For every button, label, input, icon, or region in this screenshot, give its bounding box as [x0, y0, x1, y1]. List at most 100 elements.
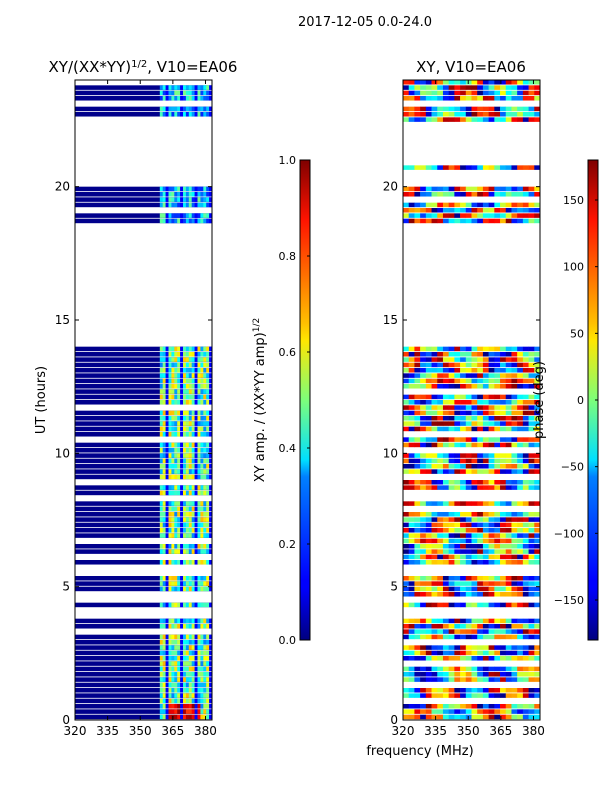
heat-cell: [505, 581, 512, 586]
heat-cell: [437, 165, 444, 170]
heat-cell: [517, 218, 524, 224]
heat-cell: [488, 533, 495, 538]
heat-cell: [206, 549, 210, 554]
heat-cell: [465, 677, 472, 682]
heat-cell: [159, 389, 164, 394]
heat-cell: [488, 656, 495, 661]
heat-cell: [494, 592, 501, 597]
heat-cell: [171, 389, 175, 394]
heat-cell: [194, 96, 198, 101]
heat-cell: [177, 709, 181, 714]
heat-cell: [174, 362, 178, 368]
heat-cell: [200, 426, 204, 432]
heat-cell: [206, 416, 210, 421]
heat-cell: [162, 346, 166, 352]
heat-cell: [206, 618, 210, 624]
heat-cell: [168, 352, 172, 357]
heat-cell: [482, 186, 489, 192]
heat-cell: [180, 698, 184, 704]
heat-cell: [171, 453, 175, 458]
heat-cell: [174, 677, 178, 682]
heat-cell: [442, 634, 449, 640]
heat-cell: [185, 448, 190, 453]
heat-cell: [482, 112, 489, 117]
heat-cell: [420, 714, 427, 720]
heat-cell: [477, 410, 484, 416]
heat-cell: [477, 469, 484, 474]
heat-cell: [528, 112, 535, 117]
heat-cell: [403, 512, 410, 517]
heat-cell: [482, 586, 489, 592]
heat-cell: [206, 410, 210, 416]
heat-cell: [171, 373, 175, 378]
heat-cell: [482, 464, 489, 469]
heat-cell: [528, 581, 535, 586]
left-panel: XY/(XX*YY)1/2, V10=EA06 320 335 350 365 3800…: [34, 58, 237, 738]
heat-cell: [471, 208, 478, 213]
heat-cell: [511, 96, 518, 101]
heat-cell: [197, 544, 201, 549]
heat-cell: [528, 106, 535, 112]
heat-cell: [188, 560, 193, 565]
heat-cell: [206, 517, 210, 522]
heat-cell: [437, 538, 444, 544]
heat-cell: [191, 421, 195, 426]
heat-cell: [454, 650, 461, 656]
heat-cell: [75, 432, 212, 437]
heat-cell: [488, 117, 495, 122]
heat-cell: [465, 560, 472, 565]
heat-cell: [494, 357, 501, 362]
heat-cell: [420, 410, 427, 416]
heat-cell: [500, 346, 507, 352]
heat-cell: [408, 464, 415, 469]
heat-cell: [183, 517, 187, 522]
heat-cell: [511, 517, 518, 522]
heat-cell: [194, 410, 198, 416]
heat-cell: [185, 192, 190, 197]
heat-cell: [454, 485, 461, 490]
heat-cell: [200, 357, 204, 362]
heat-cell: [442, 96, 449, 101]
heat-cell: [174, 645, 178, 650]
heat-cell: [482, 416, 489, 421]
heat-cell: [414, 202, 421, 208]
heat-cell: [517, 352, 524, 357]
heat-cell: [174, 213, 178, 218]
heat-cell: [408, 410, 415, 416]
heat-cell: [162, 517, 166, 522]
heat-cell: [505, 458, 512, 464]
heat-cell: [465, 192, 472, 197]
heat-cell: [165, 490, 169, 496]
heat-cell: [206, 202, 210, 208]
heat-cell: [500, 437, 507, 442]
heat-cell: [408, 96, 415, 101]
heat-cell: [174, 410, 178, 416]
heat-cell: [482, 426, 489, 432]
heat-cell: [168, 458, 172, 464]
heat-cell: [168, 442, 172, 448]
heat-cell: [482, 442, 489, 448]
heat-cell: [197, 618, 201, 624]
heat-cell: [454, 522, 461, 528]
heat-cell: [488, 576, 495, 581]
heat-cell: [465, 714, 472, 720]
heat-cell: [185, 352, 190, 357]
heat-cell: [197, 112, 201, 117]
heat-cell: [191, 213, 195, 218]
heat-cell: [460, 106, 467, 112]
heat-cell: [185, 389, 190, 394]
heat-cell: [414, 624, 421, 629]
heat-cell: [505, 405, 512, 410]
heat-cell: [414, 373, 421, 378]
heat-cell: [511, 512, 518, 517]
heat-cell: [162, 624, 166, 629]
heat-cell: [420, 421, 427, 426]
heat-cell: [162, 693, 166, 698]
heat-cell: [500, 192, 507, 197]
heat-cell: [188, 394, 193, 400]
heat-cell: [194, 586, 198, 592]
heat-cell: [197, 666, 201, 672]
heat-cell: [203, 490, 207, 496]
heat-cell: [425, 576, 432, 581]
heat-cell: [162, 96, 166, 101]
